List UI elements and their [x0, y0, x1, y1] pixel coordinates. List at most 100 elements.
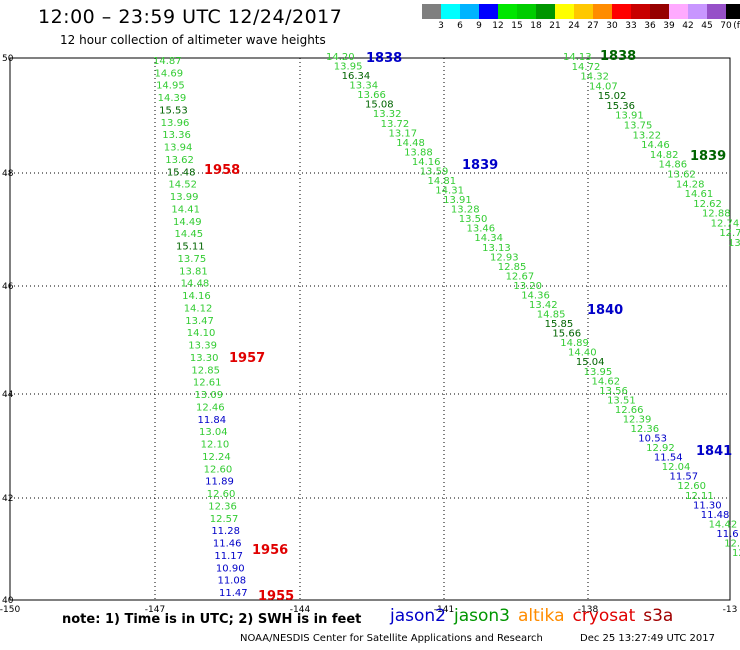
swh-value: 12.62	[693, 199, 722, 210]
swh-value: 15.53	[159, 105, 188, 116]
swh-value: 12.92	[646, 443, 675, 454]
swh-value: 11.17	[214, 551, 243, 562]
latitude-tick-label: 50	[2, 54, 14, 64]
swh-value: 12.	[732, 548, 740, 559]
swh-value: 12.36	[631, 424, 660, 435]
swh-value: 14.87	[153, 56, 182, 67]
scale-label: 12	[492, 21, 504, 31]
swh-value: 10.53	[638, 434, 667, 445]
swh-value: 12.61	[193, 378, 222, 389]
swh-value: 14.10	[187, 328, 216, 339]
swh-value: 12.85	[498, 262, 527, 273]
pass-time-label: 1838	[366, 51, 402, 66]
scale-label: 24	[568, 21, 580, 31]
swh-value: 14.72	[572, 62, 601, 73]
swh-value: 12.66	[615, 405, 644, 416]
scale-label: 21	[549, 21, 561, 31]
wave-height-color-scale	[422, 4, 740, 19]
swh-value: 12.04	[662, 462, 691, 473]
swh-value: 14.89	[560, 338, 589, 349]
pass-time-label: 1838	[600, 49, 636, 64]
swh-value: 16.34	[342, 71, 371, 82]
swh-value: 11.54	[654, 453, 683, 464]
generated-timestamp: Dec 25 13:27:49 UTC 2017	[580, 633, 715, 644]
scale-swatch	[517, 4, 536, 19]
swh-value: 14.95	[156, 81, 185, 92]
pass-time-label: 1957	[229, 351, 265, 366]
legend-altika: altika	[518, 606, 565, 626]
scale-label: 42	[682, 21, 694, 31]
swh-value: 13.62	[667, 169, 696, 180]
scale-label: 27	[587, 21, 599, 31]
scale-label: 36	[644, 21, 656, 31]
swh-value: 14.28	[676, 179, 705, 190]
units-note: note: 1) Time is in UTC; 2) SWH is in fe…	[62, 612, 362, 627]
scale-unit-label: (ft)	[733, 21, 740, 31]
scale-swatch	[707, 4, 726, 19]
swh-value: 14.82	[650, 150, 679, 161]
swh-value: 13.13	[482, 243, 511, 254]
swh-value: 14.85	[537, 310, 566, 321]
swh-value: 13.34	[349, 81, 378, 92]
swh-value: 14.07	[589, 81, 618, 92]
swh-value: 13.17	[388, 128, 417, 139]
pass-time-label: 1839	[462, 158, 498, 173]
swh-value: 14.20	[326, 52, 355, 63]
pass-time-label: 1840	[587, 303, 623, 318]
legend-jason3: jason3	[454, 606, 510, 626]
latitude-tick-label: 42	[2, 494, 13, 504]
map-subtitle: 12 hour collection of altimeter wave hei…	[60, 33, 326, 47]
swh-value: 13.59	[420, 166, 449, 177]
swh-value: 13.62	[165, 155, 194, 166]
swh-value: 13.75	[178, 254, 207, 265]
scale-swatch	[726, 4, 740, 19]
swh-value: 14.31	[435, 186, 464, 197]
swh-value: 14.40	[568, 348, 597, 359]
swh-value: 13.99	[170, 192, 199, 203]
swh-value: 13.47	[185, 316, 214, 327]
swh-value: 14.62	[591, 376, 620, 387]
swh-value: 15.04	[576, 357, 605, 368]
scale-swatch	[498, 4, 517, 19]
longitude-tick-label: -150	[0, 605, 20, 615]
swh-value: 12.46	[196, 402, 225, 413]
swh-value: 11.46	[213, 539, 242, 550]
longitude-tick-label: -13	[723, 605, 738, 615]
swh-value: 12.67	[506, 271, 535, 282]
swh-value: 11.6	[716, 529, 738, 540]
scale-label: 9	[476, 21, 482, 31]
scale-swatch	[479, 4, 498, 19]
swh-value: 12.85	[191, 365, 220, 376]
legend-cryosat: cryosat	[572, 606, 636, 626]
swh-value: 13.94	[164, 143, 193, 154]
swh-value: 13.95	[584, 367, 613, 378]
swh-value: 14.12	[184, 303, 213, 314]
map-frame	[9, 57, 731, 601]
swh-value: 14.36	[521, 290, 550, 301]
swh-value: 13.28	[451, 205, 480, 216]
swh-value: 14.81	[428, 176, 457, 187]
scale-label: 45	[701, 21, 713, 31]
swh-value: 15.02	[598, 91, 627, 102]
swh-value: 13.20	[513, 281, 542, 292]
pass-time-label: 1958	[204, 163, 240, 178]
swh-value: 12.57	[210, 514, 239, 525]
swh-value: 13.81	[179, 266, 208, 277]
swh-value: 14.45	[174, 229, 203, 240]
scale-swatch	[574, 4, 593, 19]
swh-value: 14.42	[709, 519, 738, 530]
swh-value: 12.	[724, 538, 740, 549]
swh-value: 11.28	[211, 526, 240, 537]
scale-swatch	[593, 4, 612, 19]
swh-value: 13.36	[162, 130, 191, 141]
swh-value: 13.30	[190, 353, 219, 364]
swh-value: 13.32	[373, 109, 402, 120]
swh-value: 13.09	[194, 390, 223, 401]
swh-value: 12.88	[702, 209, 731, 220]
scale-swatch	[441, 4, 460, 19]
swh-value: 14.16	[412, 157, 441, 168]
swh-value: 15.66	[552, 329, 581, 340]
swh-value: 14.86	[659, 160, 688, 171]
swh-value: 13.46	[467, 224, 496, 235]
swh-value: 15.85	[545, 319, 574, 330]
